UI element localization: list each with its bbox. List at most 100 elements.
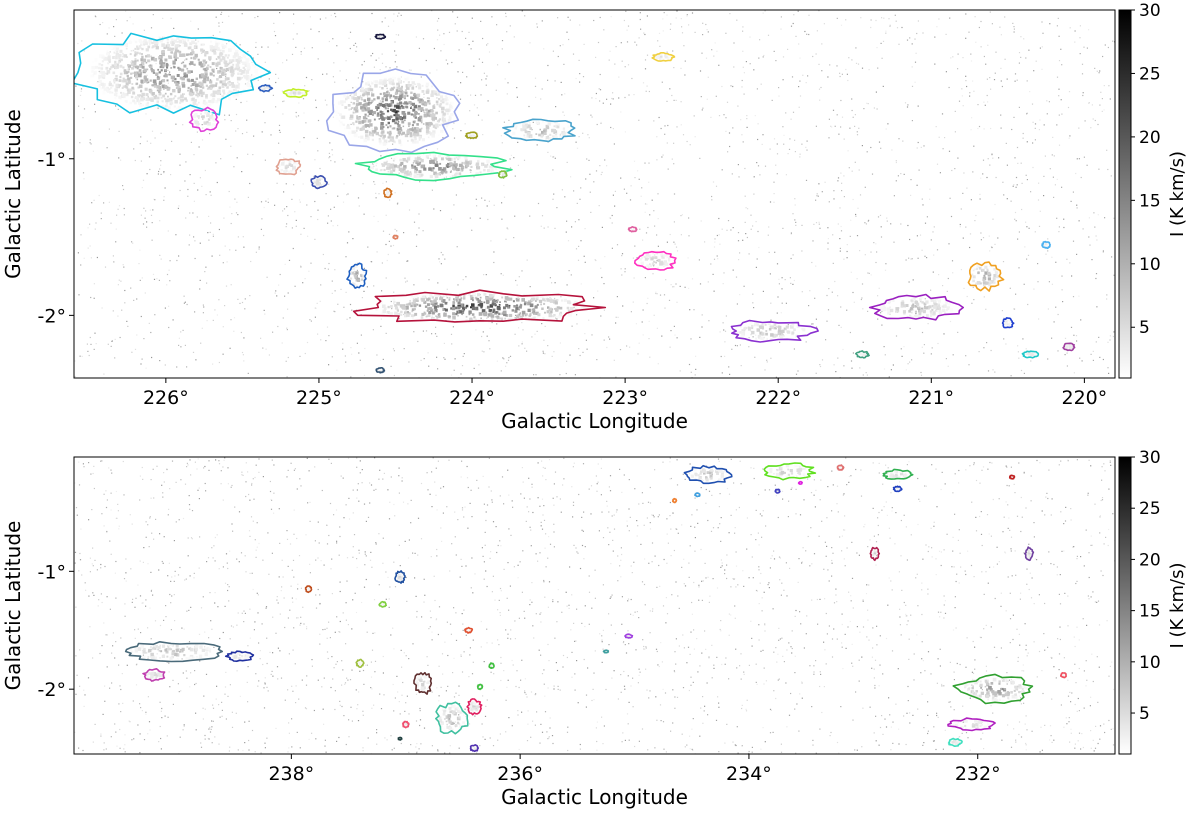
- noise-pixel: [180, 346, 182, 348]
- noise-pixel: [916, 235, 918, 237]
- noise-pixel: [160, 173, 162, 175]
- noise-pixel: [661, 156, 663, 158]
- noise-pixel: [160, 160, 162, 162]
- cloud-emission-pixel: [173, 97, 175, 99]
- noise-pixel: [119, 336, 121, 339]
- noise-pixel: [278, 124, 281, 126]
- cloud-emission-pixel: [123, 93, 127, 97]
- cloud-emission-pixel: [149, 64, 153, 68]
- cloud-emission-pixel: [399, 87, 403, 91]
- noise-pixel: [694, 136, 696, 138]
- noise-pixel: [952, 272, 954, 274]
- noise-pixel: [310, 262, 312, 264]
- cloud-emission-pixel: [217, 61, 221, 66]
- cloud-emission-pixel: [151, 69, 155, 73]
- cloud-emission-pixel: [574, 308, 577, 311]
- noise-pixel: [730, 229, 732, 231]
- noise-pixel: [346, 242, 349, 244]
- noise-pixel: [136, 298, 138, 300]
- noise-pixel: [728, 366, 730, 368]
- noise-pixel: [719, 331, 721, 333]
- cloud-emission-pixel: [205, 51, 209, 54]
- noise-pixel: [296, 33, 298, 35]
- noise-pixel: [914, 81, 916, 83]
- cloud-emission-pixel: [446, 155, 450, 159]
- noise-pixel: [98, 194, 100, 197]
- noise-pixel: [491, 321, 493, 324]
- noise-pixel: [1053, 196, 1055, 198]
- cloud-emission-pixel: [514, 127, 517, 130]
- noise-pixel: [159, 168, 161, 170]
- noise-pixel: [965, 226, 967, 228]
- noise-pixel: [833, 364, 835, 366]
- noise-pixel: [209, 191, 211, 193]
- cloud-emission-pixel: [460, 297, 463, 299]
- noise-pixel: [202, 304, 204, 306]
- noise-pixel: [816, 30, 818, 32]
- noise-pixel: [456, 30, 458, 32]
- cloud-emission-pixel: [444, 98, 448, 102]
- noise-pixel: [89, 142, 91, 144]
- noise-pixel: [404, 310, 406, 312]
- cloud-emission-pixel: [451, 174, 455, 178]
- noise-pixel: [1095, 273, 1098, 275]
- noise-pixel: [385, 277, 387, 279]
- cloud-emission-pixel: [382, 142, 386, 146]
- noise-pixel: [599, 73, 601, 76]
- noise-pixel: [783, 143, 785, 145]
- noise-pixel: [345, 291, 347, 293]
- cloud-emission-pixel: [375, 131, 379, 136]
- cloud-emission-pixel: [346, 94, 349, 96]
- noise-pixel: [937, 342, 939, 345]
- cloud-emission-pixel: [418, 86, 422, 90]
- cloud-emission-pixel: [430, 300, 434, 304]
- cloud-emission-pixel: [163, 88, 165, 90]
- cloud-emission-pixel: [93, 70, 97, 75]
- noise-pixel: [167, 69, 169, 71]
- noise-pixel: [624, 131, 626, 133]
- noise-pixel: [1075, 335, 1078, 337]
- noise-pixel: [1018, 106, 1020, 108]
- noise-pixel: [622, 305, 624, 307]
- noise-pixel: [215, 16, 217, 18]
- noise-pixel: [621, 253, 624, 255]
- noise-pixel: [307, 235, 309, 237]
- noise-pixel: [551, 282, 553, 284]
- noise-pixel: [742, 239, 744, 241]
- cloud-emission-pixel: [134, 51, 137, 54]
- cloud-emission-pixel: [375, 168, 378, 172]
- cloud-emission-pixel: [437, 172, 440, 176]
- noise-pixel: [1070, 326, 1073, 328]
- noise-pixel: [911, 120, 913, 122]
- noise-pixel: [556, 318, 558, 320]
- cloud-emission-pixel: [494, 304, 497, 307]
- noise-pixel: [475, 329, 477, 331]
- cloud-emission-pixel: [415, 127, 419, 131]
- noise-pixel: [907, 224, 909, 227]
- noise-pixel: [666, 241, 668, 243]
- cloud-emission-pixel: [440, 131, 443, 134]
- cloud-emission-pixel: [386, 103, 390, 107]
- noise-pixel: [1015, 293, 1017, 295]
- cloud-emission-pixel: [435, 297, 438, 300]
- cloud-emission-pixel: [382, 103, 386, 107]
- cloud-emission-pixel: [371, 166, 374, 170]
- noise-pixel: [262, 347, 264, 349]
- noise-pixel: [582, 351, 584, 353]
- noise-pixel: [827, 227, 829, 229]
- cloud-emission-pixel: [235, 84, 239, 89]
- noise-pixel: [746, 115, 748, 117]
- cloud-emission-pixel: [401, 85, 403, 88]
- noise-pixel: [401, 151, 404, 154]
- noise-pixel: [505, 15, 507, 18]
- noise-pixel: [630, 185, 632, 187]
- cloud-emission-pixel: [130, 76, 133, 79]
- cloud-emission-pixel: [529, 315, 531, 317]
- noise-pixel: [987, 44, 989, 46]
- noise-pixel: [977, 127, 979, 130]
- cloud-emission-pixel: [136, 45, 139, 48]
- cloud-emission-pixel: [106, 50, 109, 52]
- noise-pixel: [169, 65, 171, 67]
- noise-pixel: [518, 276, 520, 278]
- cloud-emission-pixel: [423, 93, 425, 95]
